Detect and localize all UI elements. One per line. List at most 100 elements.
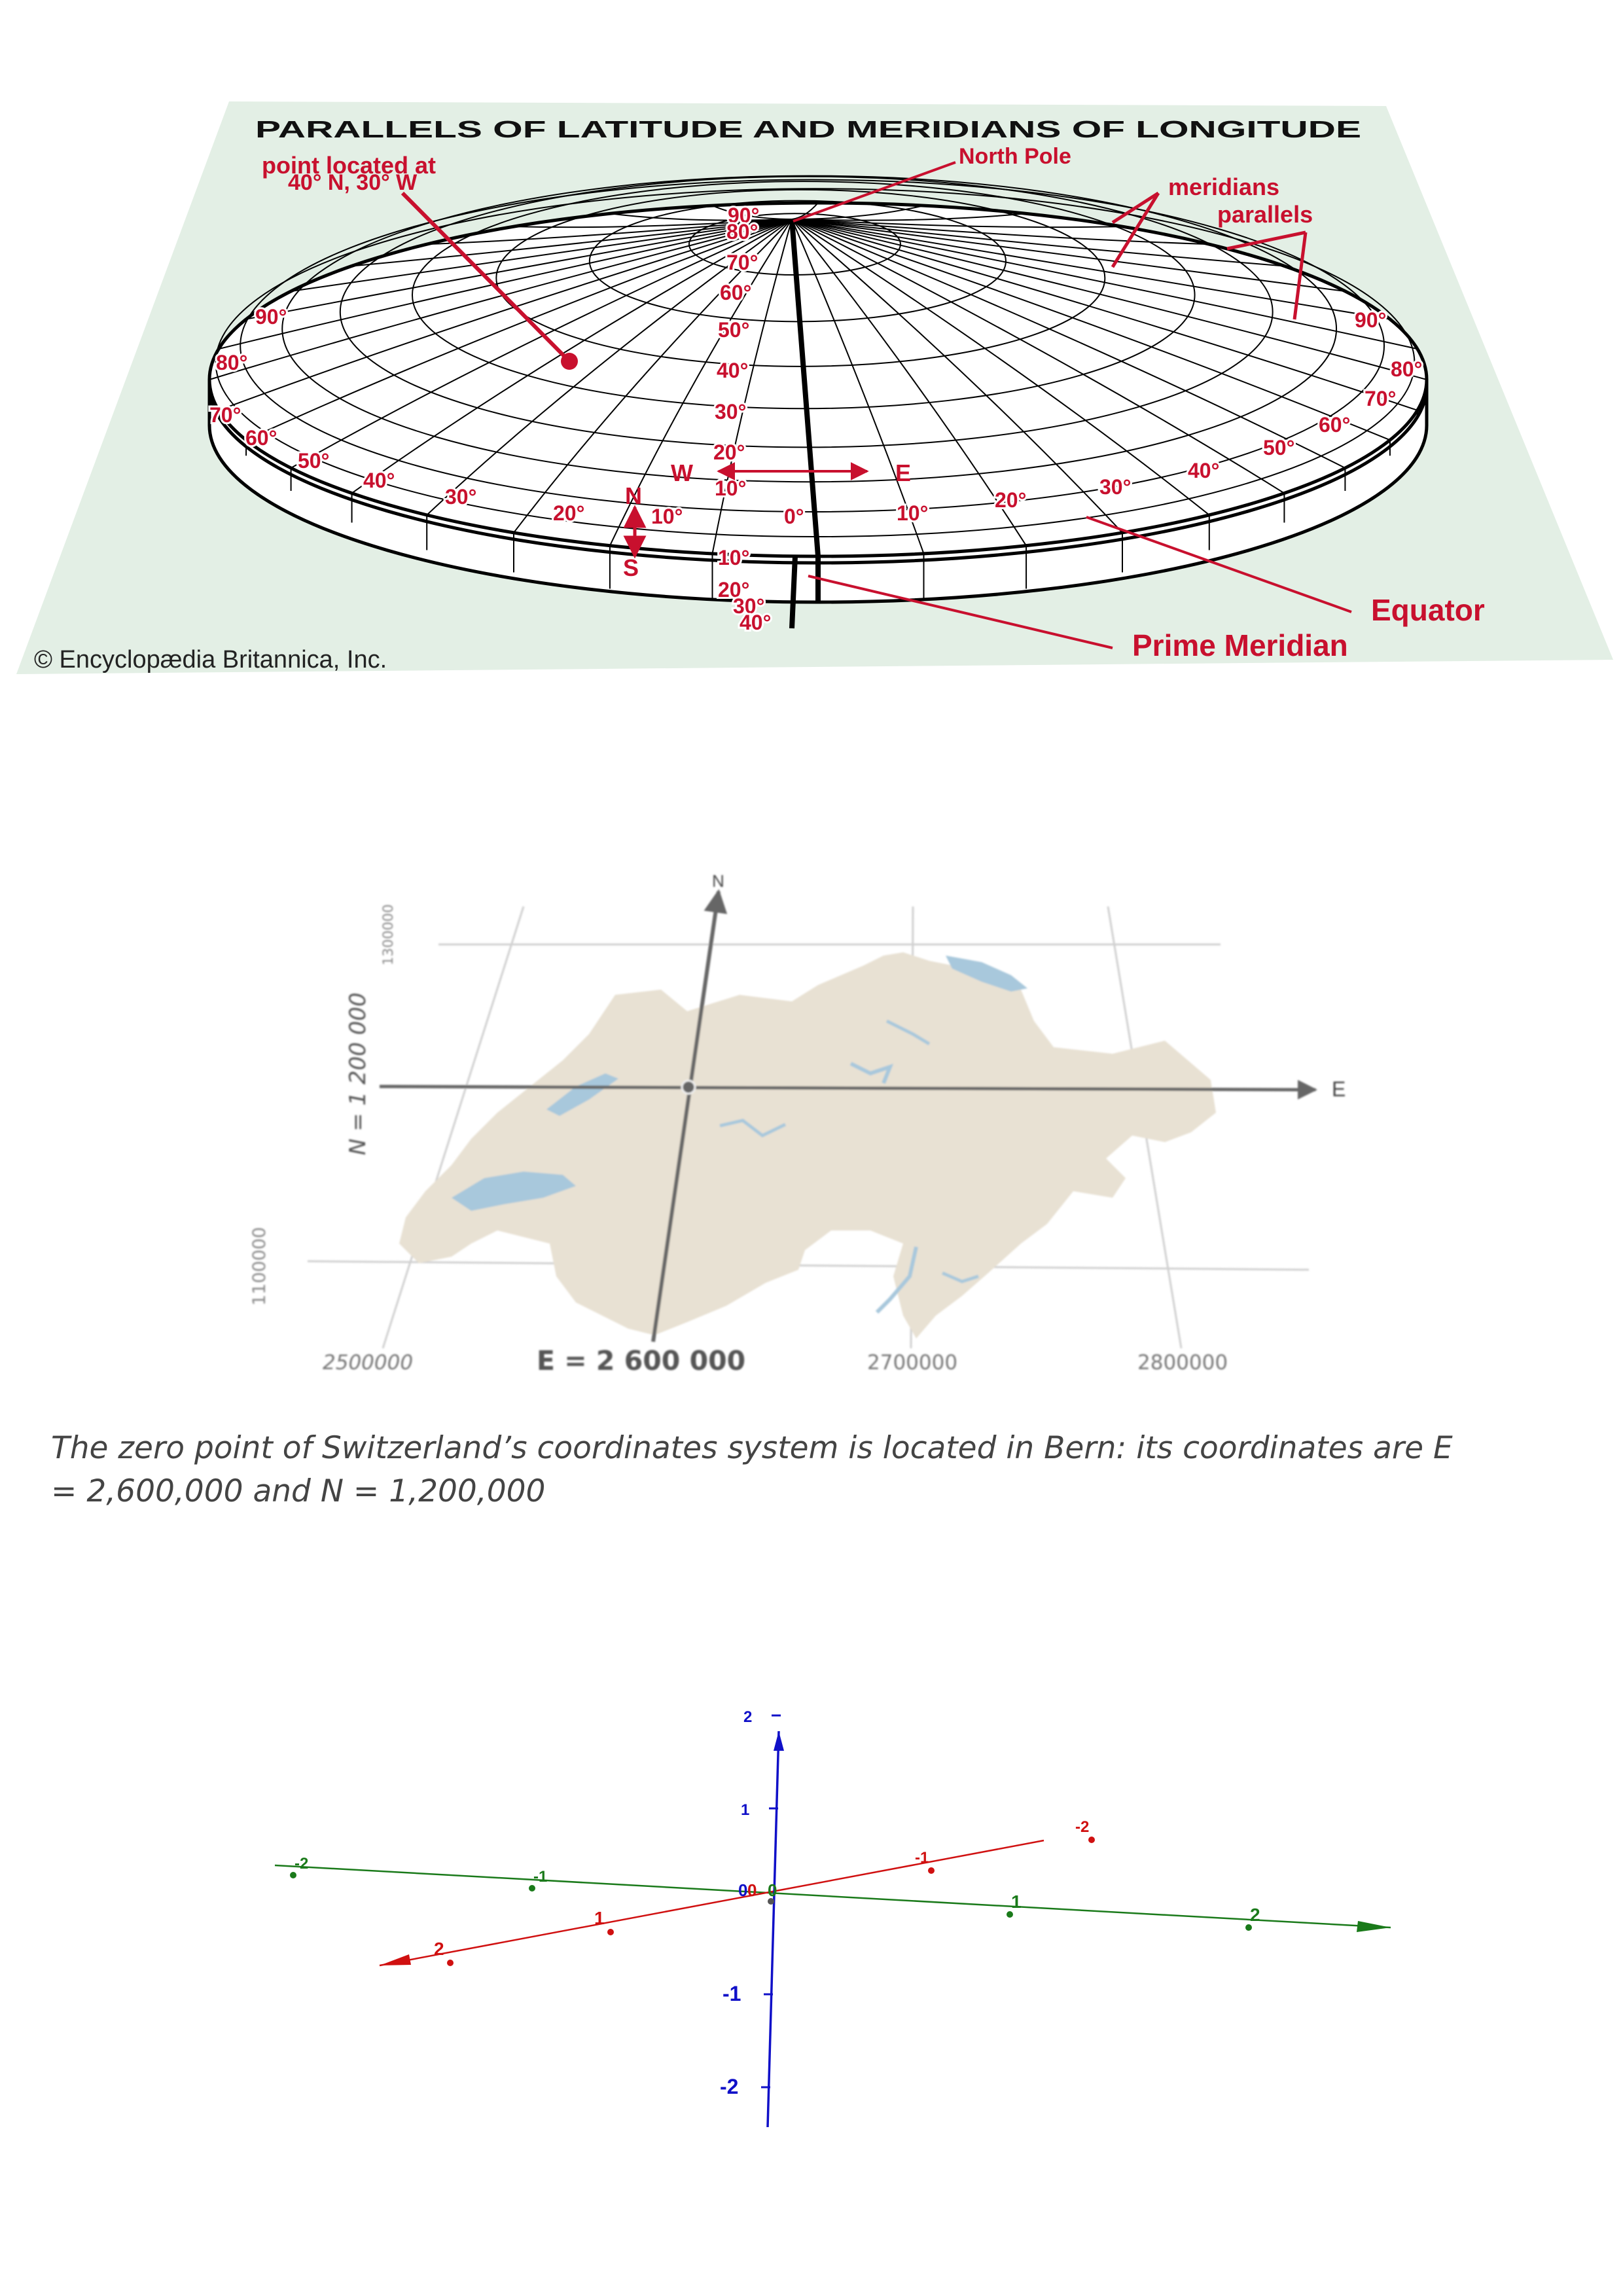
y-tick-label: -2	[294, 1855, 308, 1873]
z-tick-label: 1	[741, 1801, 749, 1819]
bern-origin	[681, 1079, 696, 1095]
lake-zurich	[885, 1019, 931, 1046]
meridian-line	[791, 219, 1391, 456]
north-axis-label: N	[712, 871, 724, 891]
longitude-label-east: 60°	[1319, 413, 1350, 437]
meridian-line	[791, 213, 1027, 221]
longitude-label-zero: 0°	[784, 505, 804, 528]
prime-meridian-label: Prime Meridian	[1132, 628, 1348, 662]
y-axis-green	[274, 1864, 1391, 1929]
parallels-callout-line	[1226, 230, 1306, 251]
globe-title: PARALLELS OF LATITUDE AND MERIDIANS OF L…	[255, 116, 1361, 143]
x-tick-point	[607, 1929, 614, 1935]
longitude-label-east: 30°	[1099, 475, 1131, 499]
z-tick-label: -2	[720, 2075, 738, 2098]
y-tick-point	[290, 1872, 296, 1878]
prime-meridian-callout-line	[808, 575, 1113, 649]
meridian-line	[791, 219, 925, 599]
meridian-line	[791, 219, 1285, 523]
longitude-label-west: 50°	[298, 449, 329, 473]
north-pole-callout-line	[793, 161, 956, 223]
longitude-label-west: 70°	[209, 403, 241, 427]
lake-lugano	[942, 1271, 979, 1283]
east-axis-label: E	[1332, 1077, 1346, 1101]
compass-e: E	[895, 459, 911, 486]
parallel-line	[339, 175, 1274, 448]
equator-callout-line	[1086, 516, 1352, 613]
z-tick-label: -1	[722, 1982, 741, 2005]
latitude-label-north: 90°	[728, 204, 759, 227]
east-axis	[379, 1079, 1317, 1100]
y-tick-label: 1	[1011, 1892, 1022, 1912]
meridian-line	[513, 219, 793, 228]
latitude-label-south: 40°	[740, 611, 771, 634]
meridian-line	[290, 219, 793, 491]
meridian-line	[711, 219, 793, 599]
meridian-line	[513, 219, 793, 573]
meridian-line	[791, 205, 924, 220]
meridian-line	[218, 219, 793, 350]
n-equals-label: N = 1 200 000	[345, 992, 371, 1155]
y-tick-point	[1007, 1911, 1013, 1918]
caption-line-2: = 2,600,000 and N = 1,200,000	[51, 1473, 546, 1509]
latitude-label-north: 50°	[718, 318, 749, 342]
lake-geneva	[452, 1172, 576, 1211]
longitude-label-west: 80°	[216, 351, 247, 374]
parallel-line	[411, 181, 1196, 410]
meridian-line	[791, 219, 1123, 228]
point-40n-30w	[561, 353, 578, 370]
meridians-callout-line-2	[1111, 192, 1160, 268]
equator-line	[207, 386, 1429, 565]
point-label-line2: 40° N, 30° W	[288, 170, 418, 195]
lake-maggiore	[875, 1246, 918, 1314]
longitude-label-east: 40°	[1188, 459, 1219, 482]
grid-line-1100000	[307, 1260, 1310, 1271]
meridian-line	[791, 202, 819, 220]
longitude-label-east: 90°	[1355, 308, 1386, 332]
parallels-callout-line-2	[1293, 232, 1308, 320]
x-tick-2700000: 2700000	[867, 1351, 957, 1374]
switzerland-land	[399, 952, 1216, 1338]
meridian-line	[245, 219, 793, 456]
meridian-line	[791, 219, 1427, 380]
north-pole-label: North Pole	[959, 144, 1071, 169]
latitude-label-north: 60°	[720, 281, 751, 304]
lake-neuchatel	[546, 1073, 618, 1116]
equator-label: Equator	[1371, 593, 1485, 627]
longitude-label-east: 20°	[995, 488, 1026, 512]
prime-meridian-line	[789, 219, 821, 602]
longitude-label-east: 70°	[1364, 387, 1396, 410]
latitude-label-south: 10°	[718, 546, 749, 569]
compass: N S W E	[623, 459, 911, 581]
origin-point	[768, 1898, 774, 1905]
north-axis	[651, 889, 728, 1342]
y-tick-label: 2	[1250, 1905, 1260, 1925]
meridian-line	[791, 219, 1346, 292]
meridian-line	[791, 219, 1346, 491]
meridian-line	[791, 219, 1418, 419]
parallels-label: parallels	[1217, 201, 1313, 228]
lake-lucerne	[849, 1062, 894, 1085]
meridian-line	[218, 219, 793, 419]
z-axis-arrowhead	[774, 1731, 784, 1751]
latitude-label-south: 30°	[733, 594, 764, 618]
caption-line-1: The zero point of Switzerland’s coordina…	[51, 1430, 1453, 1466]
longitude-label-west: 10°	[651, 505, 683, 528]
point-label-line1: point located at	[262, 152, 436, 179]
meridian-line	[791, 219, 1027, 589]
longitude-label-west: 60°	[245, 426, 277, 450]
meridian-line	[609, 213, 793, 221]
x-tick-label: -1	[915, 1849, 929, 1867]
parallel-line	[281, 175, 1338, 483]
meridian-line	[351, 219, 793, 267]
latitude-label-north: 20°	[713, 440, 745, 464]
compass-w: W	[671, 459, 693, 486]
globe-degree-labels: 90°80°70°60°50°40°30°20°10°10°20°30°40°0…	[207, 202, 1424, 636]
y-tick-point	[1245, 1924, 1252, 1931]
meridians-label: meridians	[1168, 173, 1279, 200]
x-tick-point	[1088, 1837, 1095, 1843]
y-tick-1100000: 1100000	[249, 1227, 270, 1306]
meridian-line	[791, 219, 1418, 350]
